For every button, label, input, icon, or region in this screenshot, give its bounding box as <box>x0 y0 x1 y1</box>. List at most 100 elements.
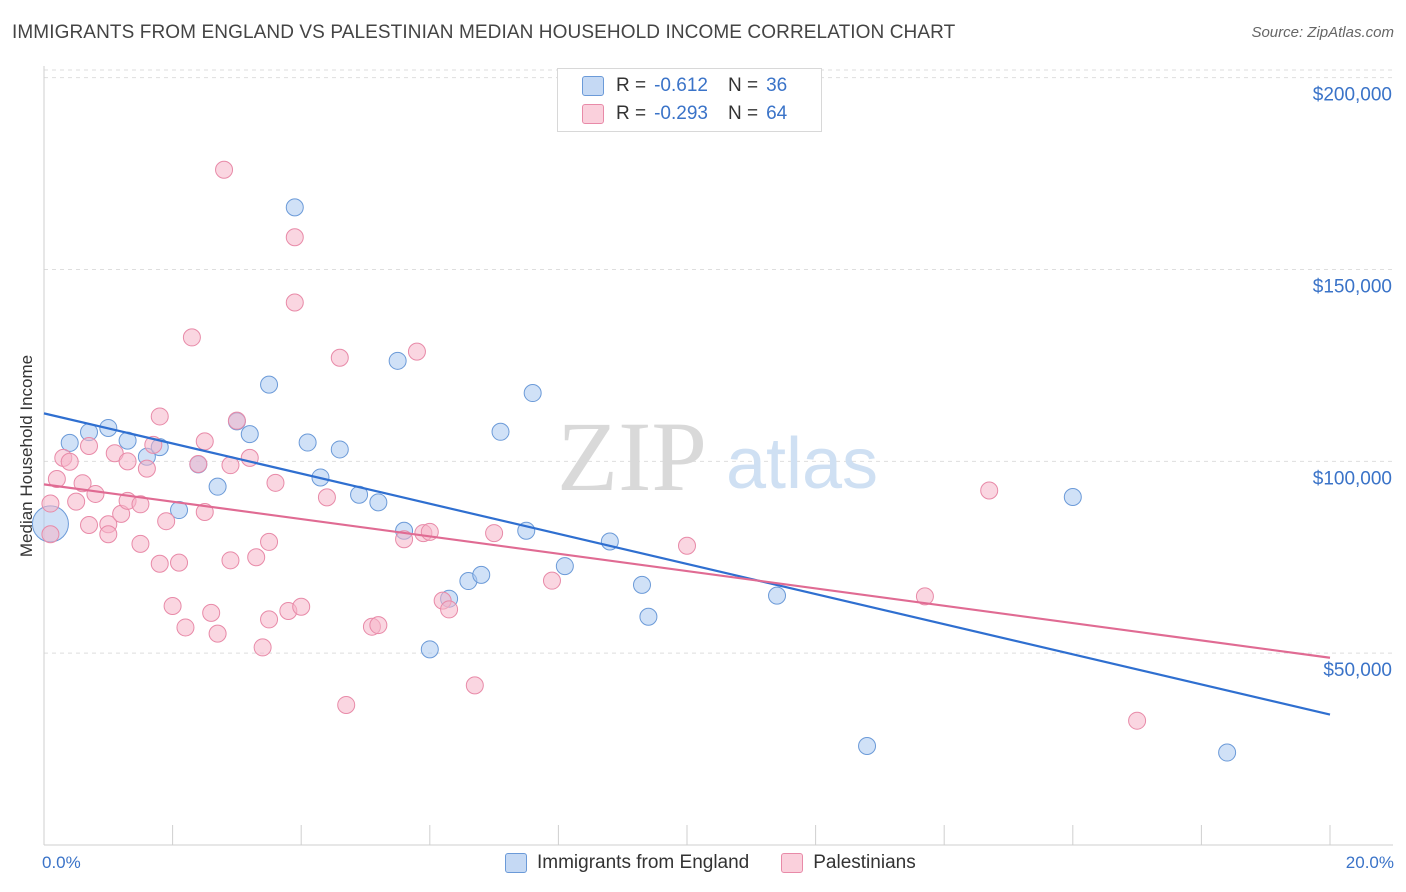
legend-n-label: N = <box>727 103 759 124</box>
data-point <box>542 571 561 590</box>
y-tick-label: $150,000 <box>1313 277 1392 298</box>
data-point <box>47 469 66 488</box>
legend-item-england[interactable]: Immigrants from England <box>505 852 749 874</box>
data-point <box>1063 488 1082 507</box>
y-axis-label: Median Household Income <box>17 354 36 558</box>
data-point <box>73 474 92 493</box>
data-point <box>858 737 877 756</box>
data-point <box>523 384 542 403</box>
data-point <box>1128 711 1147 730</box>
data-point <box>337 695 356 714</box>
data-point <box>240 425 259 444</box>
data-point <box>227 411 246 430</box>
y-tick-label: $100,000 <box>1313 468 1392 489</box>
legend-label-palestinians: Palestinians <box>813 852 916 873</box>
data-point <box>176 618 195 637</box>
y-tick-label: $50,000 <box>1323 660 1392 681</box>
watermark-zip: ZIP <box>557 401 707 512</box>
data-point <box>118 452 137 471</box>
legend-r-label: R = <box>616 103 647 124</box>
data-point <box>465 676 484 695</box>
legend-swatch-england <box>582 76 604 96</box>
data-point <box>67 492 86 511</box>
data-point <box>980 481 999 500</box>
legend-item-palestinians[interactable]: Palestinians <box>781 852 916 874</box>
data-point <box>131 534 150 553</box>
data-point <box>221 551 240 570</box>
data-point <box>99 525 118 544</box>
data-point <box>768 586 787 605</box>
gridlines <box>44 69 1393 654</box>
y-tick-label: $200,000 <box>1313 85 1392 106</box>
legend-n-value: 36 <box>766 75 788 96</box>
x-tick-label-max: 20.0% <box>1345 853 1394 872</box>
legend-r-value: -0.612 <box>654 75 708 96</box>
data-point <box>253 638 272 657</box>
legend-swatch-palestinians <box>781 853 804 873</box>
data-point <box>195 432 214 451</box>
source-label: Source: ZipAtlas.com <box>1251 24 1394 41</box>
data-point <box>150 407 169 426</box>
legend-r-label: R = <box>616 75 647 96</box>
data-point <box>330 440 349 459</box>
trend-lines <box>43 412 1331 716</box>
data-point <box>317 488 336 507</box>
trend-line-england <box>43 412 1331 716</box>
data-point <box>407 342 426 361</box>
data-point <box>208 477 227 496</box>
data-point <box>369 493 388 512</box>
data-point <box>41 494 60 513</box>
data-point <box>260 375 279 394</box>
data-point <box>260 532 279 551</box>
data-point <box>208 624 227 643</box>
legend-label-england: Immigrants from England <box>537 852 750 873</box>
legend-n-label: N = <box>727 75 759 96</box>
data-point <box>80 436 99 455</box>
data-point <box>440 600 459 619</box>
legend-r-value: -0.293 <box>654 103 708 124</box>
data-point <box>157 512 176 531</box>
series-palestinians <box>41 160 1147 730</box>
data-point <box>202 603 221 622</box>
legend-row-palestinians: R = -0.293 N = 64 <box>582 103 787 125</box>
data-point <box>485 524 504 543</box>
correlation-legend: R = -0.612 N = 36 R = -0.293 N = 64 <box>557 68 822 132</box>
data-point <box>195 502 214 521</box>
data-point <box>247 548 266 567</box>
legend-row-england: R = -0.612 N = 36 <box>582 75 787 97</box>
chart-title: IMMIGRANTS FROM ENGLAND VS PALESTINIAN M… <box>12 22 956 43</box>
data-point <box>420 640 439 659</box>
data-point <box>330 348 349 367</box>
data-point <box>632 575 651 594</box>
data-point <box>388 351 407 370</box>
data-point <box>86 484 105 503</box>
axes <box>43 66 1393 846</box>
data-point <box>182 328 201 347</box>
data-point <box>298 433 317 452</box>
data-point <box>60 433 79 452</box>
data-point <box>215 160 234 179</box>
data-point <box>395 530 414 549</box>
watermark-atlas: atlas <box>726 424 878 504</box>
watermark: ZIP atlas <box>557 401 878 512</box>
data-point <box>163 596 182 615</box>
legend-n-value: 64 <box>766 103 788 124</box>
x-tick-label-min: 0.0% <box>42 853 81 872</box>
y-tick-labels: $50,000 $100,000 $150,000 $200,000 <box>1313 85 1392 681</box>
data-point <box>266 473 285 492</box>
data-point <box>285 198 304 217</box>
data-point <box>80 516 99 535</box>
trend-line-palestinians <box>43 483 1331 659</box>
data-point <box>150 554 169 573</box>
legend-swatch-england <box>505 853 527 873</box>
data-point <box>472 565 491 584</box>
data-point <box>639 607 658 626</box>
data-point <box>292 597 311 616</box>
data-point <box>369 616 388 635</box>
data-point <box>131 495 150 514</box>
data-point <box>260 610 279 629</box>
data-point <box>105 444 124 463</box>
data-points <box>31 160 1237 762</box>
data-point <box>189 455 208 474</box>
